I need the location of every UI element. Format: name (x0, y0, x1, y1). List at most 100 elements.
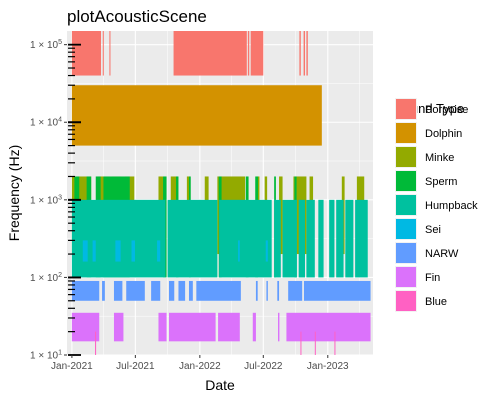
legend-swatch (396, 123, 416, 143)
series-fin (71, 312, 371, 342)
bar-sei (157, 240, 161, 262)
series-blue (95, 331, 336, 355)
bar-humpback (167, 199, 218, 278)
bar-narw (255, 280, 258, 301)
x-tick-label: Jul-2022 (244, 361, 283, 372)
chart-title: plotAcousticScene (67, 7, 207, 26)
bar-porpoise (109, 31, 111, 76)
y-tick-label: 1 × 105 (30, 39, 62, 51)
bar-sei (265, 240, 268, 262)
y-tick-label: 1 × 102 (30, 272, 62, 284)
y-axis-title: Frequency (Hz) (6, 145, 22, 241)
bar-fin (158, 312, 167, 342)
legend-swatch (396, 219, 416, 239)
bar-porpoise (71, 31, 101, 76)
bars-layer (71, 31, 371, 355)
bar-minke (279, 176, 283, 255)
bar-humpback (329, 199, 335, 278)
bar-porpoise (306, 31, 308, 76)
bar-blue (314, 331, 316, 355)
bar-narw (71, 280, 100, 301)
series-dolphin (71, 85, 322, 146)
bar-sei (92, 240, 96, 262)
x-tick-label: Jan-2022 (179, 361, 221, 372)
bar-porpoise (173, 31, 247, 76)
bar-porpoise (247, 31, 250, 76)
y-tick-label: 1 × 103 (30, 194, 62, 206)
bar-narw (266, 280, 268, 301)
x-tick-label: Jan-2023 (307, 361, 349, 372)
bar-narw (303, 280, 371, 301)
bar-narw (102, 280, 105, 301)
legend-item-minke: Minke (395, 146, 454, 168)
legend-item-porpoise: Porpoise (395, 98, 468, 120)
bar-fin (252, 312, 256, 342)
bar-narw (126, 280, 145, 301)
bar-humpback (355, 199, 368, 278)
legend-item-sei: Sei (395, 218, 441, 240)
bar-humpback (282, 199, 297, 278)
legend-label: Sperm (425, 176, 457, 188)
series-narw (71, 280, 371, 301)
y-tick-label: 1 × 101 (30, 350, 62, 362)
legend-swatch (396, 171, 416, 191)
legend-swatch (396, 267, 416, 287)
bar-blue (334, 331, 336, 355)
bar-humpback (298, 199, 305, 278)
legend-swatch (396, 99, 416, 119)
legend-item-narw: NARW (395, 242, 459, 264)
bar-sei (115, 240, 121, 262)
legend-item-sperm: Sperm (395, 170, 457, 192)
bar-blue (300, 331, 302, 355)
legend-label: Porpoise (425, 104, 468, 116)
legend-label: Fin (425, 272, 440, 284)
legend-label: Sei (425, 224, 441, 236)
bar-humpback (274, 199, 281, 278)
x-axis-title: Date (205, 377, 235, 393)
bar-sei (131, 240, 135, 262)
bar-narw (169, 280, 175, 301)
bar-humpback (71, 199, 166, 278)
bar-fin (218, 312, 240, 342)
legend-item-humpback: Humpback (395, 194, 478, 216)
legend-label: Blue (425, 296, 447, 308)
bar-narw (178, 280, 186, 301)
series-sei (82, 240, 268, 262)
x-tick-label: Jul-2021 (116, 361, 155, 372)
legend-label: NARW (425, 248, 459, 260)
legend-label: Dolphin (425, 128, 462, 140)
legend-swatch (396, 243, 416, 263)
bar-fin (169, 312, 216, 342)
legend-item-fin: Fin (395, 266, 440, 288)
bar-fin (71, 312, 100, 342)
bar-humpback (345, 199, 354, 278)
series-humpback (71, 199, 368, 278)
bar-narw (113, 280, 123, 301)
series-porpoise (71, 31, 308, 76)
bar-narw (288, 280, 303, 301)
legend-items: Porpoise Dolphin Minke Sperm Humpback Sei NARW… (395, 98, 478, 312)
legend: Sound Type PorpoiseDolphinMinkeSpermHump… (395, 98, 478, 312)
bar-dolphin (71, 85, 322, 146)
bar-fin (278, 312, 280, 342)
bar-humpback (318, 199, 324, 278)
bar-narw (188, 280, 193, 301)
legend-label: Humpback (425, 200, 478, 212)
bar-blue (95, 331, 97, 355)
x-tick-label: Jan-2021 (51, 361, 93, 372)
legend-label: Minke (425, 152, 454, 164)
legend-swatch (396, 291, 416, 311)
y-axis: 1 × 101 1 × 102 1 × 103 1 × 104 1 × 105 (30, 39, 81, 362)
bar-humpback (219, 199, 272, 278)
bar-narw (151, 280, 161, 301)
bar-porpoise (250, 31, 264, 76)
bar-humpback (306, 199, 315, 278)
legend-item-blue: Blue (395, 290, 447, 312)
bar-fin (286, 312, 371, 342)
bar-sei (238, 240, 240, 262)
bar-fin (113, 312, 124, 342)
legend-item-dolphin: Dolphin (395, 122, 462, 144)
bar-narw (277, 280, 280, 301)
y-tick-label: 1 × 104 (30, 117, 62, 129)
bar-narw (196, 280, 241, 301)
